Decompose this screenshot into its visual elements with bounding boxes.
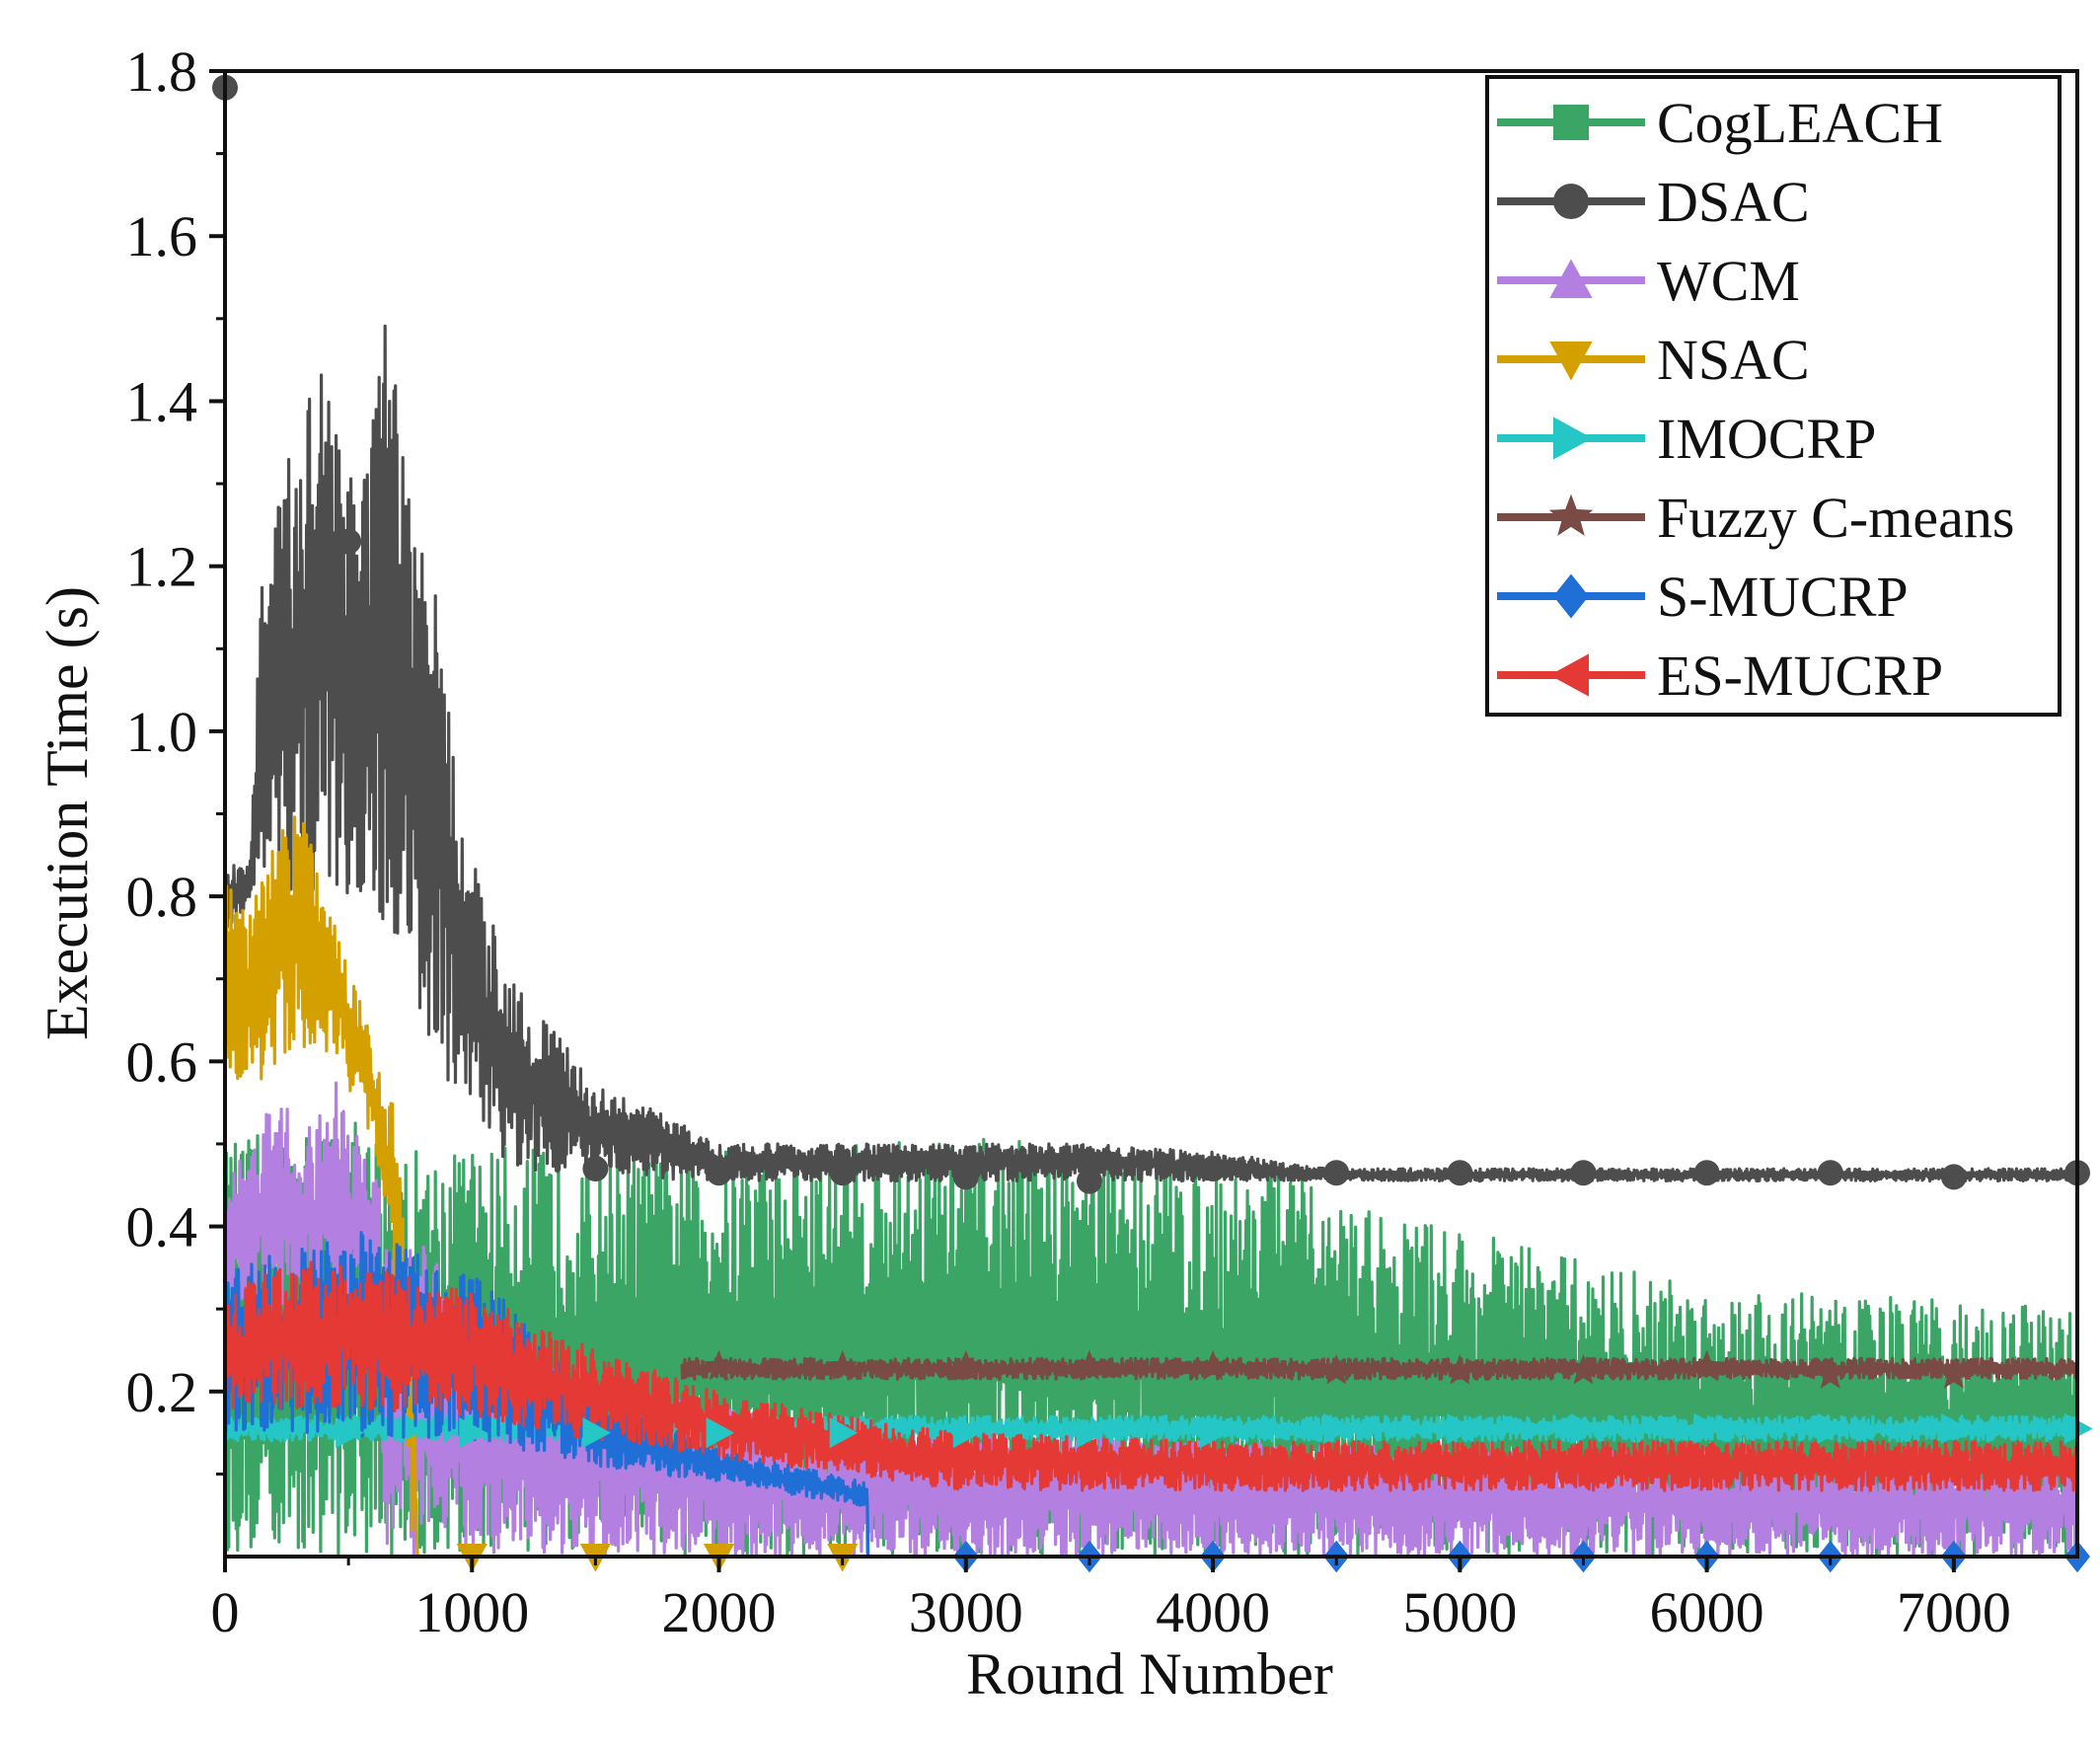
legend-marker [1548, 494, 1594, 536]
data-marker [336, 1416, 364, 1449]
x-tick-label: 4000 [1156, 1580, 1270, 1644]
legend-item: IMOCRP [1497, 407, 1876, 471]
data-marker [582, 1156, 609, 1182]
legend-label: Fuzzy C-means [1657, 486, 2014, 550]
series-trace [225, 324, 2077, 1183]
y-tick-label: 0.2 [126, 1360, 198, 1424]
data-marker [952, 1416, 982, 1449]
y-tick-label: 0.4 [126, 1195, 198, 1259]
data-marker [582, 1416, 611, 1449]
series-trace [225, 1260, 2077, 1492]
data-marker [1447, 1412, 1475, 1445]
data-marker [826, 1349, 859, 1381]
data-marker [336, 528, 362, 555]
data-marker [1937, 1358, 1970, 1389]
legend-marker [1549, 259, 1593, 298]
data-marker [1570, 1160, 1597, 1186]
series-trace [225, 815, 868, 1557]
y-tick-label: 0.6 [126, 1029, 198, 1094]
x-tick-label: 5000 [1402, 1580, 1517, 1644]
data-marker [1320, 1354, 1353, 1385]
legend-item: CogLEACH [1497, 91, 1943, 155]
data-marker [1940, 1412, 1970, 1445]
legend-item: ES-MUCRP [1497, 644, 1943, 708]
data-marker [949, 1349, 982, 1381]
data-marker [1690, 1349, 1723, 1381]
legend-label: ES-MUCRP [1657, 644, 1943, 708]
data-marker [1076, 1168, 1102, 1194]
y-tick-label: 1.0 [126, 700, 198, 764]
series-es-mucrp [225, 1260, 2077, 1492]
legend-item: NSAC [1497, 328, 1810, 392]
legend-marker [1553, 417, 1593, 460]
y-tick-label: 1.4 [126, 369, 198, 433]
data-marker [1323, 1160, 1350, 1186]
data-marker [1197, 1349, 1230, 1381]
y-axis-title: Execution Time (s) [35, 586, 100, 1040]
data-marker [1076, 1416, 1105, 1449]
x-tick-label: 0 [211, 1580, 240, 1644]
legend-item: Fuzzy C-means [1497, 486, 2014, 550]
marker-layer [212, 74, 2093, 1573]
data-marker [1814, 1358, 1846, 1389]
legend-label: CogLEACH [1657, 91, 1943, 155]
legend-label: DSAC [1657, 170, 1810, 234]
y-tick-label: 1.6 [126, 204, 198, 268]
legend-item: DSAC [1497, 170, 1810, 234]
data-marker [1940, 1164, 1967, 1190]
data-marker [1567, 1354, 1600, 1385]
data-marker [703, 1349, 735, 1381]
y-tick-label: 1.2 [126, 535, 198, 599]
data-marker [829, 1416, 859, 1449]
series-nsac [225, 815, 868, 1557]
data-marker [1693, 1160, 1720, 1186]
legend: CogLEACH DSAC WCM NSAC IMOCRP Fuzzy C-means S-… [1485, 75, 2062, 717]
data-marker [1323, 1412, 1352, 1445]
legend-marker [1553, 105, 1589, 140]
legend-marker [1549, 342, 1593, 381]
data-marker [1200, 1156, 1227, 1182]
axis-layer: 0 1000 2000 3000 4000 5000 6000 7000 0.2 0.4 0.6 0.… [126, 39, 2011, 1644]
data-marker [952, 1164, 979, 1190]
x-tick-label: 2000 [662, 1580, 777, 1644]
data-marker [706, 1416, 735, 1449]
x-tick-label: 6000 [1650, 1580, 1764, 1644]
series-fuzzy-c-means [680, 1356, 2077, 1381]
legend-item: WCM [1497, 249, 1800, 313]
x-tick-label: 3000 [909, 1580, 1023, 1644]
data-marker [1073, 1349, 1105, 1381]
legend-item: S-MUCRP [1497, 565, 1909, 629]
legend-label: IMOCRP [1657, 407, 1876, 471]
data-marker [459, 1416, 488, 1449]
data-marker [1570, 1412, 1600, 1445]
y-tick-label: 1.8 [126, 39, 198, 104]
data-marker [1200, 1416, 1229, 1449]
legend-marker [1553, 573, 1589, 619]
data-marker [1447, 1160, 1473, 1186]
data-marker [1444, 1354, 1476, 1385]
plot-area [225, 324, 2077, 1557]
y-tick-label: 0.8 [126, 865, 198, 929]
data-marker [829, 1160, 856, 1186]
data-marker [1817, 1160, 1843, 1186]
legend-marker [1549, 653, 1589, 697]
legend-marker [1553, 184, 1589, 219]
series-dsac [225, 324, 2077, 1183]
legend-label: NSAC [1657, 328, 1810, 392]
legend-label: WCM [1657, 249, 1800, 313]
x-axis-title: Round Number [966, 1641, 1333, 1707]
series-trace [680, 1356, 2077, 1381]
legend-label: S-MUCRP [1657, 565, 1909, 629]
x-tick-label: 1000 [414, 1580, 529, 1644]
x-tick-label: 7000 [1897, 1580, 2011, 1644]
data-marker [706, 1160, 732, 1186]
data-marker [1817, 1412, 1846, 1445]
data-marker [1693, 1412, 1723, 1445]
legend-box [1485, 75, 2062, 717]
